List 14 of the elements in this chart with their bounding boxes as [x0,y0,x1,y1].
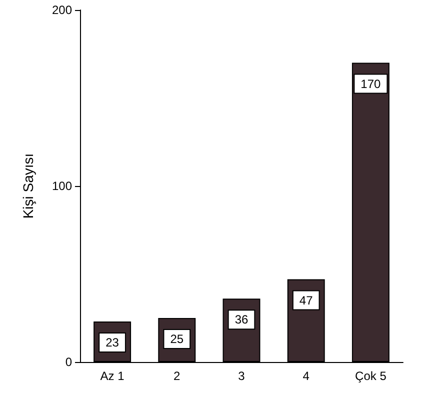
data-label: 170 [360,76,382,91]
data-label: 25 [170,332,184,346]
y-tick-label: 200 [52,3,72,17]
data-label: 47 [299,293,314,308]
data-label: 36 [234,312,248,327]
x-tick-label: Az 1 [100,369,125,383]
y-tick-label: 0 [65,355,72,369]
x-tick-label: 4 [302,369,310,383]
data-label: 23 [106,336,120,350]
y-tick-label: 100 [52,179,72,193]
x-tick-label: 2 [174,369,181,383]
x-tick-label: 3 [238,369,246,383]
x-tick-label: Çok 5 [355,369,387,383]
y-axis-title: Kişi Sayısı [20,153,36,219]
